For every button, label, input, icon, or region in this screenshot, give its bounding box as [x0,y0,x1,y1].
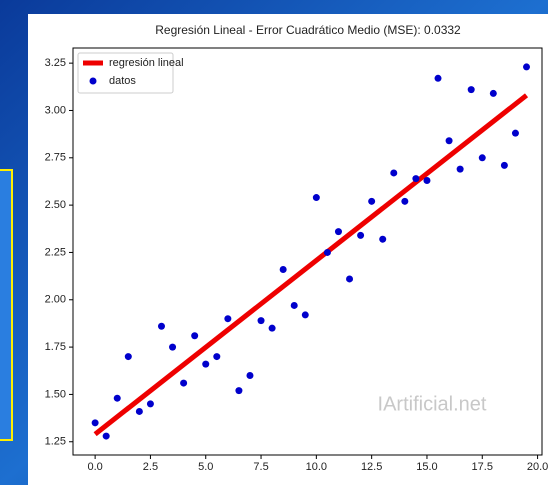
x-tick-label: 15.0 [416,461,437,473]
x-tick-label: 12.5 [361,461,382,473]
data-point [235,387,243,395]
data-point [511,129,519,137]
y-tick-label: 3.00 [45,104,66,116]
data-point [290,301,298,309]
y-tick-label: 2.25 [45,246,66,258]
data-point [157,322,165,330]
legend-label: datos [109,75,136,87]
x-tick-label: 5.0 [198,461,213,473]
y-tick-label: 2.75 [45,152,66,164]
data-point [268,324,276,332]
chart-title: Regresión Lineal - Error Cuadrático Medi… [155,23,461,37]
data-point [257,317,265,325]
x-tick-label: 10.0 [306,461,327,473]
plot-frame [72,47,543,456]
data-point [135,407,143,415]
x-tick-label: 20.0 [527,461,548,473]
side-box [0,169,13,441]
legend-dot [89,77,97,85]
data-point [489,89,497,97]
data-point [323,248,331,256]
data-point [423,177,431,185]
data-point [445,137,453,145]
x-tick-label: 7.5 [253,461,268,473]
y-tick-label: 1.50 [45,388,66,400]
data-point [334,228,342,236]
data-point [124,353,132,361]
data-point [346,275,354,283]
data-point [312,194,320,202]
data-point [191,332,199,340]
data-point [500,161,508,169]
watermark: IArtificial.net [378,393,487,415]
data-point [412,175,420,183]
data-point [180,379,188,387]
data-point [368,197,376,205]
data-point [467,86,475,94]
y-tick-label: 3.25 [45,57,66,69]
data-point [357,231,365,239]
data-point [246,371,254,379]
x-tick-label: 0.0 [87,461,102,473]
data-point [390,169,398,177]
regression-line [93,93,529,437]
data-point [434,74,442,82]
y-tick-label: 1.25 [45,436,66,448]
data-point [102,432,110,440]
data-point [401,197,409,205]
data-point [213,353,221,361]
data-point [169,343,177,351]
data-point [523,63,531,71]
y-tick-label: 1.75 [45,341,66,353]
data-point [113,394,121,402]
data-point [301,311,309,319]
data-point [202,360,210,368]
data-point [379,235,387,243]
legend-label: regresión lineal [109,57,184,69]
x-tick-label: 17.5 [472,461,493,473]
data-point [478,154,486,162]
data-point [91,419,99,427]
data-point [456,165,464,173]
data-point [279,265,287,273]
y-tick-label: 2.50 [45,199,66,211]
x-tick-label: 2.5 [143,461,158,473]
data-point [224,315,232,323]
data-point [146,400,154,408]
y-tick-label: 2.00 [45,294,66,306]
